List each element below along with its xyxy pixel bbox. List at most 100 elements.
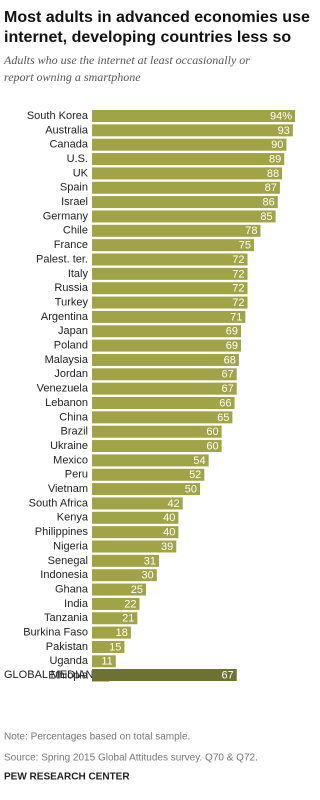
bar <box>92 167 283 180</box>
value-label: 52 <box>189 469 201 481</box>
bar <box>92 382 237 395</box>
chart-subtitle: report owning a smartphone <box>4 70 141 84</box>
bar <box>92 339 242 352</box>
category-label: South Africa <box>29 497 89 509</box>
value-label: 42 <box>167 498 179 510</box>
value-label: 15 <box>109 641 121 653</box>
value-label: 21 <box>122 613 134 625</box>
source: Source: Spring 2015 Global Attitudes sur… <box>4 753 258 764</box>
value-label: 60 <box>206 440 218 452</box>
value-label: 40 <box>163 527 175 539</box>
note: Note: Percentages based on total sample. <box>4 732 190 743</box>
bar <box>92 239 254 252</box>
credit: PEW RESEARCH CENTER <box>4 772 130 783</box>
category-label: Mexico <box>53 454 88 466</box>
value-label: 60 <box>206 426 218 438</box>
category-label: Venezuela <box>37 383 89 395</box>
bar <box>92 181 280 194</box>
bar <box>92 325 242 338</box>
bar <box>92 468 205 481</box>
bar <box>92 196 278 209</box>
category-label: Peru <box>65 469 88 481</box>
category-label: India <box>64 598 89 610</box>
bar <box>92 597 140 610</box>
category-label: Philippines <box>35 526 89 538</box>
value-label: 72 <box>232 254 244 266</box>
chart: Most adults in advanced economies use in… <box>3 9 310 783</box>
category-label: Indonesia <box>40 569 89 581</box>
bar <box>92 540 177 553</box>
chart-title: Most adults in advanced economies use <box>4 9 310 26</box>
category-label: Jordan <box>54 368 88 380</box>
value-label: 25 <box>131 584 143 596</box>
category-label: Poland <box>54 340 88 352</box>
value-label: 68 <box>224 354 236 366</box>
bar <box>92 310 246 323</box>
bar <box>92 267 248 280</box>
value-label: 22 <box>124 598 136 610</box>
bar <box>92 511 179 524</box>
category-label: Ukraine <box>50 440 88 452</box>
value-label: 72 <box>232 268 244 280</box>
value-label: 69 <box>226 340 238 352</box>
value-label: 40 <box>163 512 175 524</box>
category-label: UK <box>73 167 89 179</box>
bar <box>92 626 131 639</box>
median-label: GLOBAL MEDIAN <box>4 669 94 681</box>
category-label: Russia <box>54 282 89 294</box>
bar <box>92 210 276 223</box>
value-label: 67 <box>221 383 233 395</box>
value-label: 71 <box>230 311 242 323</box>
value-label: 66 <box>219 397 231 409</box>
bar <box>92 124 293 137</box>
value-label: 78 <box>245 225 257 237</box>
bar <box>92 411 233 424</box>
bar <box>92 640 125 653</box>
category-label: Chile <box>63 225 88 237</box>
category-label: Argentina <box>41 311 89 323</box>
category-label: Ghana <box>55 583 89 595</box>
value-label: 39 <box>161 541 173 553</box>
category-label: Senegal <box>48 555 88 567</box>
value-label: 85 <box>260 211 272 223</box>
chart-title: internet, developing countries less so <box>4 29 291 46</box>
category-label: France <box>54 239 88 251</box>
bar <box>92 224 261 237</box>
bar <box>92 353 239 366</box>
bar <box>92 296 248 309</box>
category-label: Japan <box>58 325 88 337</box>
category-label: Nigeria <box>53 540 89 552</box>
value-label: 18 <box>116 627 128 639</box>
value-label: 67 <box>221 369 233 381</box>
category-label: Italy <box>68 268 89 280</box>
bar <box>92 655 116 668</box>
category-label: Uganda <box>49 655 88 667</box>
category-label: Pakistan <box>46 641 88 653</box>
value-label: 75 <box>239 240 251 252</box>
category-label: Burkina Faso <box>23 627 88 639</box>
value-label: 65 <box>217 412 229 424</box>
category-label: U.S. <box>67 153 88 165</box>
category-label: Australia <box>45 124 89 136</box>
bar <box>92 612 138 625</box>
category-label: Malaysia <box>45 354 89 366</box>
value-label: 31 <box>144 555 156 567</box>
chart-subtitle: Adults who use the internet at least occ… <box>3 53 250 67</box>
category-label: Tanzania <box>44 612 89 624</box>
value-label: 50 <box>185 484 197 496</box>
value-label: 87 <box>265 182 277 194</box>
value-label: 86 <box>263 197 275 209</box>
value-label: 94% <box>270 110 292 122</box>
category-label: South Korea <box>27 110 89 122</box>
bar <box>92 253 248 266</box>
bar <box>92 583 146 596</box>
value-label: 88 <box>267 168 279 180</box>
value-label: 72 <box>232 297 244 309</box>
value-label: 30 <box>142 570 154 582</box>
category-label: Palest. ter. <box>36 253 88 265</box>
bar <box>92 440 222 453</box>
value-label: 54 <box>193 455 205 467</box>
category-label: Vietnam <box>48 483 88 495</box>
bar <box>92 138 287 151</box>
value-label: 89 <box>269 153 281 165</box>
